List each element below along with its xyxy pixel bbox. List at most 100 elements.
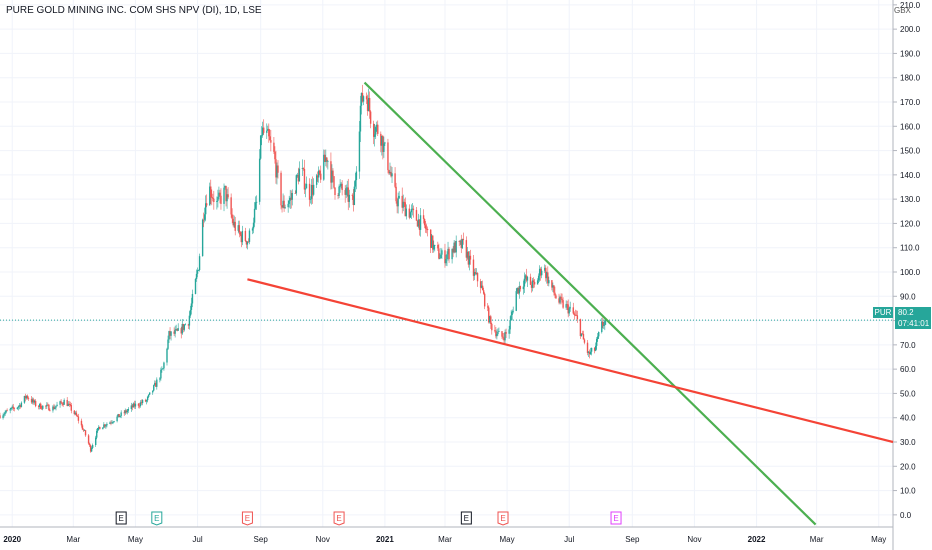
candle-body: [576, 315, 579, 320]
candle-body: [397, 198, 399, 207]
earnings-box: [115, 511, 127, 525]
candle-body: [569, 307, 571, 309]
candle-body: [360, 92, 363, 106]
candle-body: [190, 303, 193, 310]
candle-body: [523, 278, 526, 287]
candle-body: [225, 185, 227, 202]
candle-body: [431, 235, 433, 248]
candle-body: [55, 406, 57, 408]
candle-body: [173, 331, 175, 334]
candle-body: [126, 410, 128, 413]
candle-body: [447, 248, 449, 255]
candle-body: [283, 200, 285, 209]
candle-body: [268, 128, 270, 137]
candle-body: [331, 170, 333, 183]
candle-body: [567, 304, 569, 314]
candle-body: [91, 445, 94, 448]
candle-body: [274, 151, 276, 160]
price-tick-label: 190.0: [900, 49, 921, 58]
price-tick-label: 140.0: [900, 171, 921, 180]
candle-body: [531, 280, 534, 288]
candle-body: [441, 250, 443, 255]
earnings-marker: E: [497, 511, 509, 526]
candle-body: [137, 403, 140, 406]
candle-body: [380, 133, 382, 146]
candle-body: [426, 229, 429, 231]
candle-body: [187, 324, 190, 326]
candle-body: [419, 215, 422, 230]
price-tick-label: 0.0: [900, 511, 912, 520]
candle-body: [519, 286, 522, 290]
candle-body: [448, 248, 450, 260]
price-tick-label: 100.0: [900, 268, 921, 277]
earnings-label: E: [613, 514, 618, 523]
price-tick-label: 170.0: [900, 98, 921, 107]
candle-body: [95, 437, 97, 446]
candle-body: [60, 401, 62, 403]
candle-body: [361, 92, 364, 102]
candle-body: [573, 313, 575, 315]
candle-body: [319, 170, 321, 174]
candle-body: [502, 336, 504, 338]
candle-body: [390, 171, 392, 177]
candle-body: [202, 219, 205, 221]
candle-body: [440, 254, 442, 259]
candle-body: [362, 96, 365, 102]
candle-body: [206, 203, 208, 206]
candle-body: [529, 276, 532, 285]
candle-body: [580, 333, 583, 337]
earnings-flag: [151, 511, 163, 526]
candle-body: [417, 219, 420, 227]
candle-body: [184, 324, 187, 326]
candle-body: [183, 324, 186, 330]
candle-body: [123, 412, 125, 414]
candle-body: [376, 124, 378, 128]
candle-body: [451, 249, 453, 260]
candle-body: [82, 429, 85, 431]
candle-body: [574, 314, 577, 316]
upper-trendline: [363, 81, 817, 526]
earnings-label: E: [500, 514, 505, 523]
candle-body: [473, 271, 476, 276]
candle-body: [40, 403, 42, 409]
candle-body: [304, 188, 307, 190]
candle-body: [489, 316, 491, 323]
candle-body: [518, 286, 521, 294]
candle-body: [354, 180, 357, 187]
time-tick-label: Jul: [192, 535, 202, 544]
candle-body: [166, 348, 168, 363]
candle-body: [601, 321, 603, 333]
ticker-badge: PUR: [873, 307, 893, 318]
candle-body: [198, 256, 201, 271]
candle-body: [459, 240, 461, 242]
candle-body: [382, 135, 384, 152]
candle-body: [316, 175, 319, 178]
candle-body: [70, 405, 72, 411]
candle-body: [510, 315, 512, 321]
earnings-marker: E: [333, 511, 345, 526]
candle-body: [444, 250, 446, 264]
candle-body: [588, 351, 591, 355]
candle-body: [405, 208, 407, 217]
candle-body: [508, 329, 510, 334]
time-tick-label: May: [128, 535, 143, 544]
candle-body: [117, 414, 119, 417]
candle-body: [96, 430, 98, 438]
candle-body: [263, 127, 265, 133]
candle-body: [511, 311, 513, 316]
candle-body: [139, 402, 142, 407]
candle-body: [347, 187, 349, 202]
candle-body: [462, 238, 465, 241]
candle-body: [582, 333, 585, 340]
candle-body: [140, 402, 143, 404]
candle-body: [273, 142, 275, 152]
candle-body: [3, 414, 5, 416]
candle-body: [411, 208, 414, 210]
candle-body: [127, 408, 129, 411]
candle-body: [23, 395, 26, 403]
candle-body: [366, 99, 369, 111]
candle-body: [475, 273, 478, 274]
candle-body: [223, 187, 225, 204]
candle-body: [432, 235, 434, 250]
